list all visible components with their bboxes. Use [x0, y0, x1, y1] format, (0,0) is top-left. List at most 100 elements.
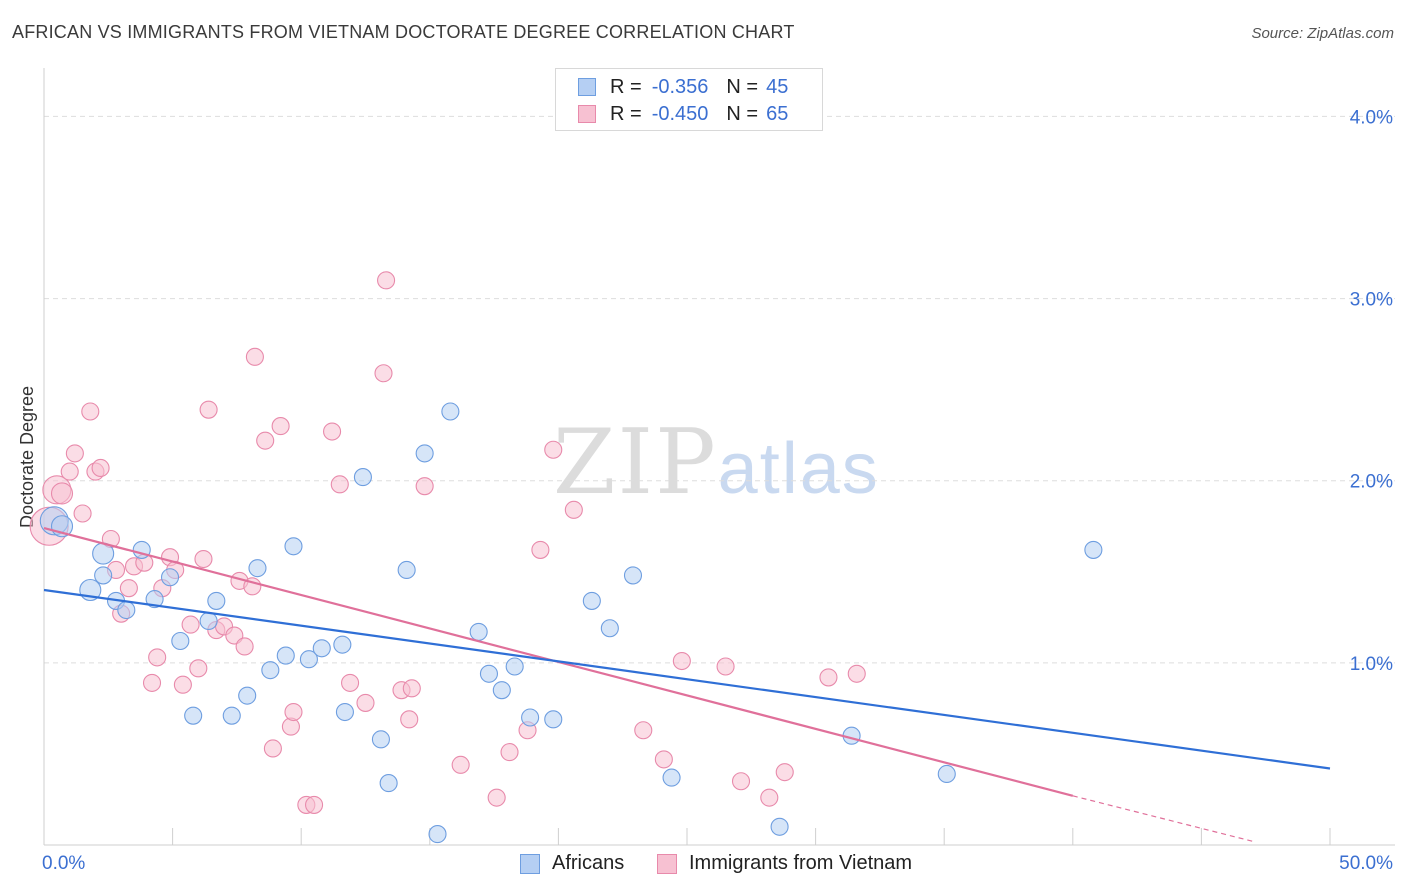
- vietnam-point: [415, 477, 434, 496]
- vietnam-point: [263, 739, 282, 758]
- vietnam-point: [341, 673, 360, 692]
- vietnam-point: [305, 795, 324, 814]
- africans-point: [441, 402, 460, 421]
- vietnam-point: [91, 458, 110, 478]
- africans-point: [770, 817, 789, 836]
- y-tick-label: 4.0%: [1350, 107, 1393, 128]
- legend-swatch-vietnam: [578, 105, 596, 123]
- vietnam-point: [245, 347, 264, 366]
- africans-point: [333, 635, 352, 654]
- africans-point: [145, 590, 164, 609]
- vietnam-point: [194, 549, 213, 569]
- africans-point: [117, 600, 136, 620]
- africans-point: [428, 825, 447, 844]
- y-tick-label: 3.0%: [1350, 290, 1393, 311]
- y-axis-label: Doctorate Degree: [17, 386, 37, 528]
- vietnam-point: [775, 763, 794, 782]
- x-tick-label: 50.0%: [1339, 853, 1393, 874]
- africans-point: [415, 444, 434, 463]
- vietnam-point: [760, 788, 779, 807]
- series-legend: Africans Immigrants from Vietnam: [0, 852, 1406, 878]
- vietnam-point: [173, 675, 192, 694]
- vietnam-point: [564, 500, 583, 519]
- vietnam-point: [819, 668, 838, 687]
- africans-point: [261, 661, 280, 680]
- vietnam-point: [65, 444, 84, 463]
- africans-point: [184, 706, 203, 725]
- vietnam-point: [256, 431, 275, 450]
- africans-point: [312, 639, 331, 658]
- correlation-legend: R = -0.356 N = 45 R = -0.450 N = 65: [555, 68, 823, 131]
- legend-swatch-africans: [520, 853, 540, 874]
- watermark-zip: ZIP: [553, 410, 718, 515]
- legend-row-africans: R = -0.356 N = 45: [578, 75, 788, 99]
- source-label: Source: ZipAtlas.com: [1251, 25, 1394, 42]
- africans-point: [371, 730, 390, 749]
- vietnam-point: [500, 743, 519, 762]
- legend-item-africans: Africans: [520, 852, 624, 875]
- africans-point: [276, 646, 295, 665]
- africans-trendline: [43, 588, 1331, 770]
- vietnam-point: [199, 400, 218, 419]
- vietnam-point: [81, 402, 100, 421]
- africans-point: [199, 611, 218, 631]
- n-value: 45: [766, 75, 789, 98]
- legend-label-vietnam: Immigrants from Vietnam: [689, 852, 913, 874]
- africans-point: [379, 774, 398, 793]
- vietnam-point: [451, 755, 470, 774]
- r-value: -0.450: [651, 102, 709, 125]
- africans-point: [1084, 540, 1103, 559]
- vietnam-point: [634, 721, 653, 740]
- africans-point: [397, 560, 416, 580]
- africans-point: [505, 657, 524, 676]
- africans-point: [662, 768, 681, 787]
- vietnam-point: [356, 693, 375, 712]
- vietnam-point: [330, 475, 349, 494]
- vietnam-point: [284, 702, 303, 722]
- africans-point: [937, 764, 956, 784]
- r-label: R =: [610, 75, 642, 98]
- n-label: N =: [726, 102, 759, 125]
- africans-point: [94, 566, 113, 585]
- vietnam-point: [73, 504, 92, 523]
- vietnam-point: [402, 679, 421, 698]
- legend-row-vietnam: R = -0.450 N = 65: [578, 102, 788, 126]
- vietnam-point: [189, 659, 208, 678]
- watermark-atlas: atlas: [717, 429, 880, 509]
- vietnam-point: [487, 788, 506, 807]
- africans-point: [353, 468, 372, 487]
- africans-point: [284, 537, 303, 556]
- vietnam-point: [731, 772, 751, 791]
- vietnam-point: [60, 462, 79, 481]
- watermark: ZIPatlas: [553, 410, 880, 515]
- africans-point: [207, 591, 226, 610]
- africans-point: [521, 708, 540, 727]
- vietnam-point: [374, 364, 393, 383]
- africans-point: [544, 710, 563, 729]
- africans-point: [238, 686, 257, 705]
- n-value: 65: [766, 102, 789, 125]
- africans-point: [479, 664, 499, 683]
- vietnam-trendline-extension: [1072, 795, 1253, 842]
- vietnam-point: [148, 648, 167, 667]
- africans-point: [222, 706, 241, 725]
- vietnam-point: [847, 664, 866, 683]
- africans-point: [492, 681, 511, 700]
- legend-item-vietnam: Immigrants from Vietnam: [657, 852, 912, 875]
- africans-point: [160, 568, 180, 587]
- vietnam-point: [50, 482, 74, 505]
- africans-point: [171, 631, 190, 651]
- africans-point: [623, 566, 643, 585]
- africans-point: [299, 650, 318, 669]
- vietnam-point: [544, 440, 563, 459]
- vietnam-point: [271, 417, 290, 436]
- vietnam-point: [119, 579, 138, 598]
- africans-point: [335, 702, 354, 722]
- r-value: -0.356: [651, 75, 709, 98]
- vietnam-point: [323, 422, 342, 441]
- y-tick-label: 1.0%: [1350, 654, 1393, 675]
- vietnam-point: [142, 673, 162, 692]
- y-tick-label: 2.0%: [1350, 472, 1393, 493]
- legend-label-africans: Africans: [552, 852, 625, 874]
- africans-point: [600, 619, 619, 638]
